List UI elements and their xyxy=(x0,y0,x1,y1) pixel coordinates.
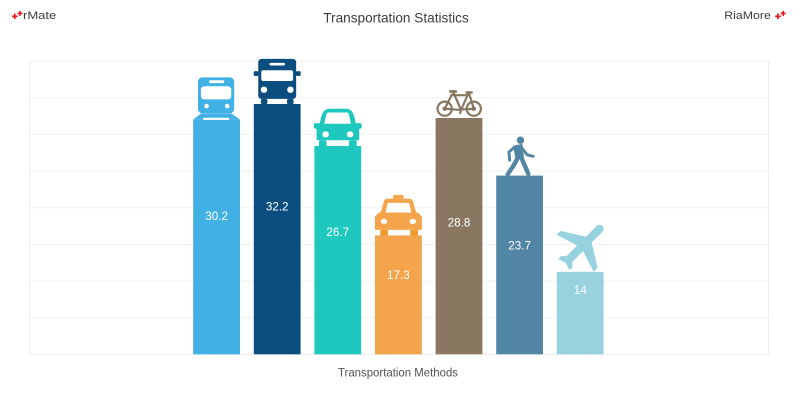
svg-text:32.2: 32.2 xyxy=(266,201,289,214)
svg-text:30.2: 30.2 xyxy=(205,210,228,223)
svg-text:26.7: 26.7 xyxy=(326,226,349,239)
svg-text:rMate: rMate xyxy=(23,10,56,22)
svg-text:Transportation Statistics: Transportation Statistics xyxy=(323,10,469,26)
svg-text:14: 14 xyxy=(574,284,588,297)
svg-text:RiaMore: RiaMore xyxy=(724,10,771,22)
svg-text:17.3: 17.3 xyxy=(387,269,410,282)
svg-text:28.8: 28.8 xyxy=(448,216,471,229)
svg-text:Transportation Methods: Transportation Methods xyxy=(338,366,458,380)
svg-text:23.7: 23.7 xyxy=(508,240,531,253)
